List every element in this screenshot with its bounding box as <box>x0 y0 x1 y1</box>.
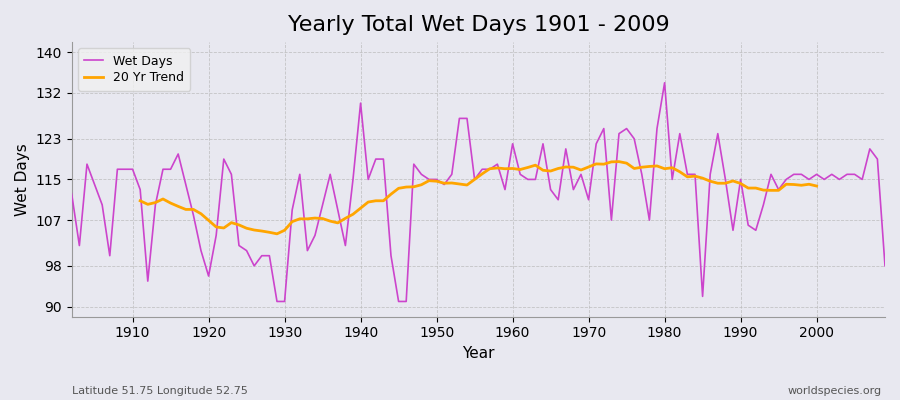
20 Yr Trend <box>811 184 822 188</box>
Wet Days <box>294 172 305 177</box>
20 Yr Trend <box>713 181 724 186</box>
20 Yr Trend <box>272 232 283 236</box>
Wet Days <box>659 80 670 85</box>
Wet Days <box>508 142 518 146</box>
Legend: Wet Days, 20 Yr Trend: Wet Days, 20 Yr Trend <box>78 48 190 91</box>
20 Yr Trend <box>614 159 625 164</box>
X-axis label: Year: Year <box>462 346 495 361</box>
20 Yr Trend <box>347 212 358 217</box>
Wet Days <box>58 162 69 166</box>
20 Yr Trend <box>796 183 806 188</box>
Line: 20 Yr Trend: 20 Yr Trend <box>140 162 816 234</box>
Text: Latitude 51.75 Longitude 52.75: Latitude 51.75 Longitude 52.75 <box>72 386 248 396</box>
Text: worldspecies.org: worldspecies.org <box>788 386 882 396</box>
20 Yr Trend <box>135 198 146 203</box>
Wet Days <box>606 218 616 222</box>
20 Yr Trend <box>727 178 738 183</box>
Y-axis label: Wet Days: Wet Days <box>15 143 30 216</box>
Wet Days <box>879 264 890 268</box>
20 Yr Trend <box>226 220 237 225</box>
Title: Yearly Total Wet Days 1901 - 2009: Yearly Total Wet Days 1901 - 2009 <box>287 15 670 35</box>
Wet Days <box>272 299 283 304</box>
20 Yr Trend <box>621 161 632 166</box>
Wet Days <box>515 172 526 177</box>
Wet Days <box>120 167 130 172</box>
Line: Wet Days: Wet Days <box>64 83 885 302</box>
Wet Days <box>340 243 351 248</box>
